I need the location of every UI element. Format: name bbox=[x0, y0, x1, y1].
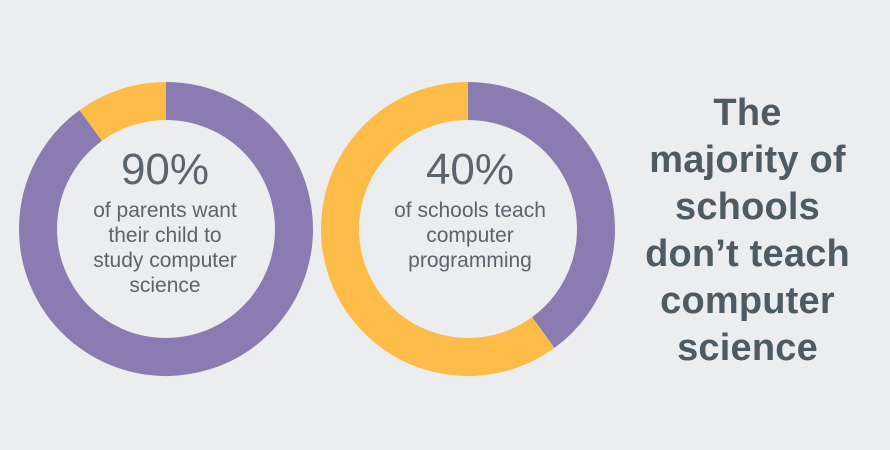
donut-2-label-line-2: computer bbox=[426, 224, 514, 247]
headline-line-4: don’t teach bbox=[645, 233, 850, 275]
donut-chart-schools bbox=[321, 82, 615, 376]
donut-1-center-text: 90% of parents want their child to study… bbox=[60, 146, 270, 298]
donut-1-label-line-4: science bbox=[129, 274, 201, 297]
donut-2-center-text: 40% of schools teach computer programmin… bbox=[360, 146, 580, 273]
donut-2-percentage: 40% bbox=[425, 145, 515, 194]
headline-line-5: computer bbox=[660, 280, 835, 322]
donut-2-label-line-3: programming bbox=[408, 249, 532, 272]
headline: The majority of schools don’t teach comp… bbox=[620, 90, 875, 372]
headline-line-1: The bbox=[713, 92, 782, 134]
donut-1-percentage: 90% bbox=[120, 145, 210, 194]
donut-chart-parents bbox=[19, 82, 313, 376]
donut-1-slice-1 bbox=[19, 82, 313, 376]
donut-2-slice-1 bbox=[467, 82, 615, 348]
donut-2-slice-2 bbox=[321, 82, 555, 376]
headline-line-2: majority of bbox=[649, 139, 846, 181]
headline-line-3: schools bbox=[675, 186, 820, 228]
donut-1-slice-2 bbox=[79, 82, 167, 142]
headline-line-6: science bbox=[677, 327, 818, 369]
donut-1-label-line-3: study computer bbox=[93, 249, 237, 272]
donut-1-label-line-2: their child to bbox=[108, 224, 222, 247]
donut-2-label-line-1: of schools teach bbox=[394, 199, 546, 222]
donut-1-label-line-1: of parents want bbox=[93, 199, 237, 222]
